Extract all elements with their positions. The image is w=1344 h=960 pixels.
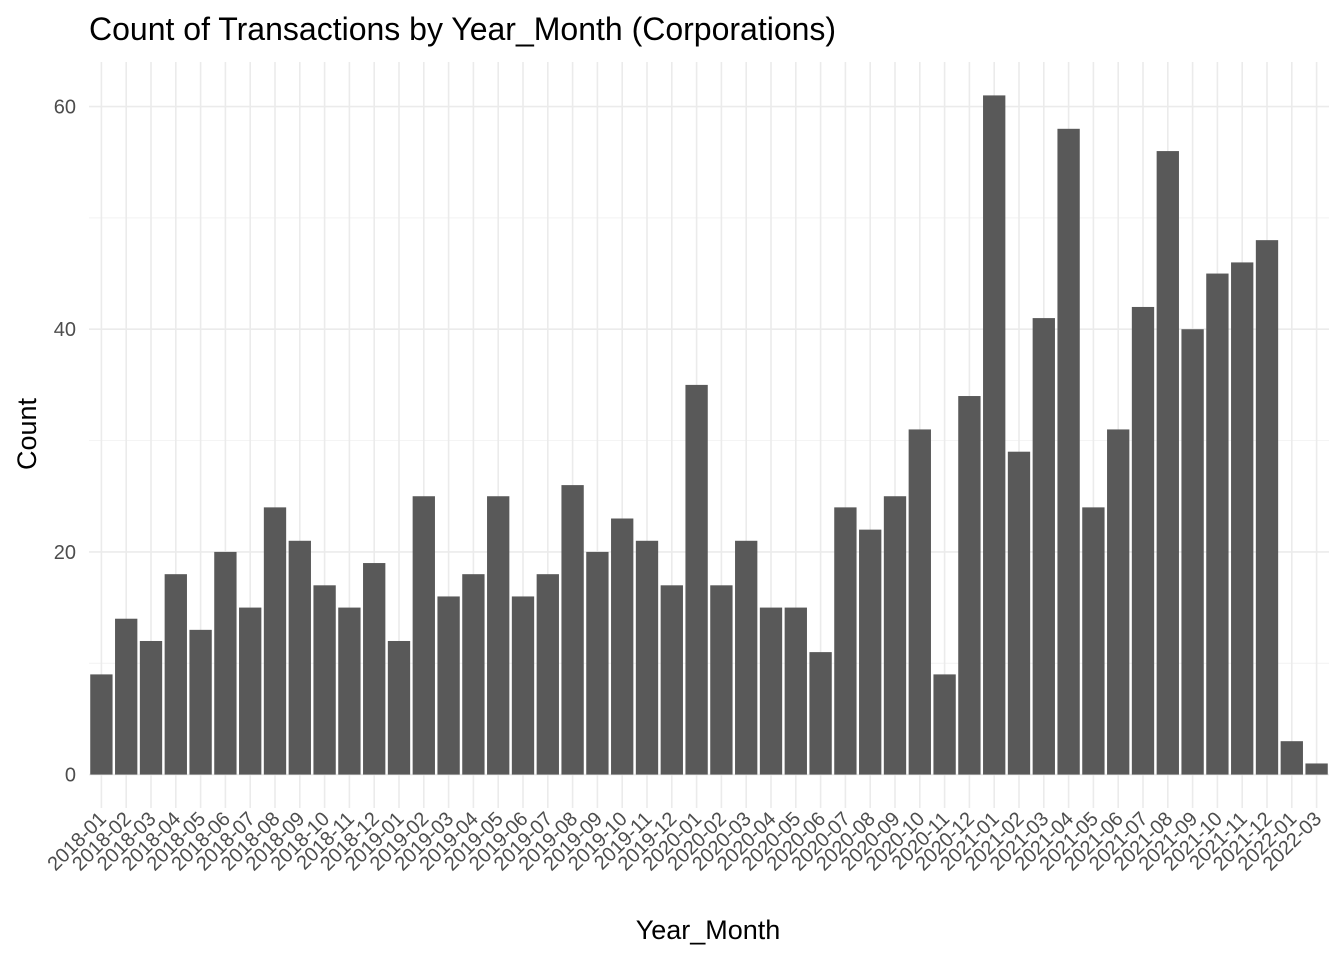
bar-2019-12: [660, 585, 683, 775]
bar-2019-04: [462, 574, 485, 775]
bar-2022-01: [1280, 741, 1303, 775]
bar-2019-07: [536, 574, 559, 775]
bar-2020-07: [834, 507, 857, 775]
bar-2021-05: [1082, 507, 1105, 775]
bar-2021-04: [1057, 128, 1080, 775]
bar-2019-02: [412, 496, 435, 775]
y-tick-label: 0: [65, 765, 76, 787]
bar-2021-11: [1231, 262, 1254, 775]
bar-2021-08: [1156, 151, 1179, 775]
bar-2021-10: [1206, 273, 1229, 775]
bar-2020-10: [908, 429, 931, 775]
chart-title: Count of Transactions by Year_Month (Cor…: [89, 11, 836, 47]
bar-2018-07: [239, 607, 262, 775]
x-axis-label: Year_Month: [636, 915, 781, 945]
bar-2018-09: [288, 540, 311, 775]
y-axis-ticks: 0 20 40 60: [54, 97, 76, 787]
y-tick-label: 40: [54, 319, 76, 341]
bar-2019-01: [387, 640, 411, 775]
bar-2020-08: [859, 529, 882, 775]
bar-2020-03: [735, 540, 758, 775]
y-axis-label: Count: [12, 397, 42, 470]
bar-2022-03: [1305, 763, 1328, 775]
bar-2020-04: [759, 607, 783, 775]
bar-2019-09: [586, 551, 609, 775]
bars: [90, 95, 1328, 775]
bar-2019-03: [437, 596, 460, 775]
bar-2020-01: [685, 384, 708, 775]
bar-2020-12: [958, 396, 981, 775]
bar-2018-06: [214, 551, 237, 775]
bar-2018-01: [90, 674, 113, 775]
bar-2020-11: [933, 674, 956, 775]
bar-2018-02: [115, 618, 138, 775]
bar-2018-12: [363, 563, 386, 775]
bar-2019-06: [511, 596, 535, 775]
bar-2018-08: [263, 507, 287, 775]
bar-2021-02: [1007, 451, 1031, 775]
bar-2021-07: [1131, 306, 1155, 775]
bar-2018-04: [164, 574, 187, 775]
bar-2021-12: [1255, 240, 1279, 775]
bar-2020-06: [809, 652, 832, 775]
bar-2019-05: [487, 496, 510, 775]
bar-2018-11: [338, 607, 361, 775]
bar-2020-09: [883, 496, 907, 775]
bar-2021-03: [1032, 318, 1055, 775]
y-tick-label: 20: [54, 542, 76, 564]
bar-2019-08: [561, 485, 584, 775]
bar-2021-06: [1107, 429, 1130, 775]
x-axis-ticks: 2018-012018-022018-032018-042018-052018-…: [43, 808, 1326, 875]
bar-2019-10: [611, 518, 634, 775]
bar-2018-05: [189, 629, 212, 775]
y-tick-label: 60: [54, 97, 76, 119]
bar-2020-02: [710, 585, 733, 775]
bar-2021-01: [983, 95, 1006, 775]
bar-2021-09: [1181, 329, 1204, 775]
bar-2018-10: [313, 585, 336, 775]
bar-2020-05: [784, 607, 807, 775]
bar-2018-03: [139, 640, 163, 775]
bar-2019-11: [635, 540, 659, 775]
